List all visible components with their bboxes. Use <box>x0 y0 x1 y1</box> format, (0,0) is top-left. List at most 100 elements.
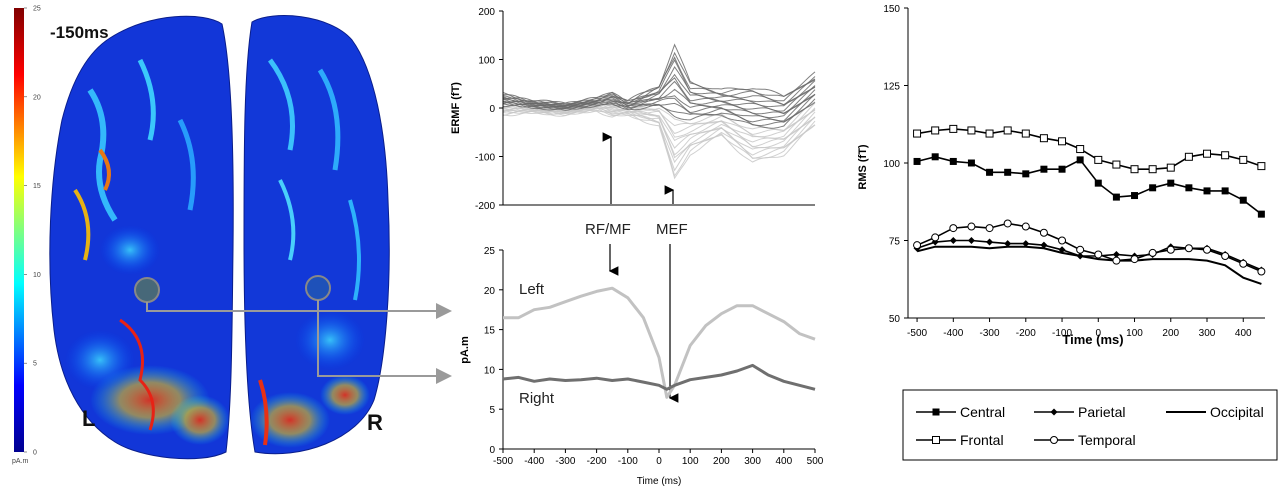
colorbar-tick-label: 15 <box>33 183 41 190</box>
rms-point-frontal <box>1203 149 1212 158</box>
rms-point-temporal <box>1076 245 1085 254</box>
colorbar-tick-label: 25 <box>33 6 41 13</box>
rms-point-frontal <box>985 129 994 138</box>
rms-point-frontal <box>1239 155 1248 164</box>
src-x-tick-label: -100 <box>618 456 638 467</box>
rms-y-tick-label: 100 <box>883 159 900 170</box>
rms-point-frontal <box>1094 155 1103 164</box>
src-x-tick-label: 200 <box>713 456 730 467</box>
rms-point-frontal <box>931 126 940 135</box>
rms-point-parietal <box>949 237 957 244</box>
colorbar-unit: pA.m <box>12 458 29 465</box>
legend-label-frontal: Frontal <box>960 432 1004 448</box>
rms-ticks: 150 125 100 75 50 -500 -400 -300 -200 -100 0 100 200… <box>883 4 1252 339</box>
rms-point-central <box>1131 192 1139 200</box>
rms-point-temporal <box>1058 236 1067 245</box>
rms-legend: Central Parietal Occipital Frontal Temporal <box>902 389 1278 461</box>
src-y-tick-label: 15 <box>484 326 496 337</box>
ermf-trace <box>502 110 816 177</box>
rms-point-central <box>1094 179 1102 187</box>
roi-left-connector <box>146 302 452 319</box>
ermf-y-tick-label: -200 <box>475 201 495 212</box>
rms-x-tick-label: -400 <box>943 328 963 339</box>
rms-point-parietal <box>1112 250 1120 258</box>
colorbar-tick-label: 5 <box>33 361 37 368</box>
legend-marker-central <box>932 408 940 416</box>
rms-point-frontal <box>1184 152 1193 161</box>
colorbar-tick-label: 10 <box>33 272 41 279</box>
legend-label-central: Central <box>960 404 1005 420</box>
rms-point-parietal <box>1040 241 1048 249</box>
time-label: -150ms <box>50 23 109 42</box>
colorbar-ticks: 25 20 15 10 5 0 <box>24 6 41 457</box>
src-x-tick-label: -300 <box>555 456 575 467</box>
rms-point-temporal <box>1203 245 1212 254</box>
legend-marker-temporal <box>1050 436 1058 444</box>
rms-point-central <box>1022 170 1030 178</box>
roi-left <box>134 277 160 303</box>
rms-point-temporal <box>949 224 958 233</box>
legend-label-temporal: Temporal <box>1078 432 1136 448</box>
hemisphere-left-label: L <box>82 406 95 431</box>
ermf-y-tick-label: -100 <box>475 153 495 164</box>
brain-map-panel: 25 20 15 10 5 0 pA.m <box>12 6 452 465</box>
rms-point-frontal <box>1130 165 1139 174</box>
rms-point-central <box>1167 179 1175 187</box>
ermf-y-tick-label: 100 <box>478 56 495 67</box>
rms-point-frontal <box>1076 145 1085 154</box>
rms-point-central <box>986 168 994 176</box>
rms-point-temporal <box>967 222 976 231</box>
src-x-tick-label: 0 <box>656 456 662 467</box>
src-x-label: Time (ms) <box>637 476 682 487</box>
rms-point-parietal <box>986 238 994 246</box>
rms-line-occipital <box>916 245 1262 285</box>
rms-point-frontal <box>1003 126 1012 135</box>
ermf-trace <box>502 59 816 108</box>
colorbar <box>14 8 24 452</box>
rms-point-temporal <box>1166 245 1175 254</box>
rms-x-tick-label: 300 <box>1199 328 1216 339</box>
src-y-tick-label: 10 <box>484 365 496 376</box>
activity-texture <box>65 58 370 448</box>
legend-label-parietal: Parietal <box>1078 404 1125 420</box>
rms-point-temporal <box>1039 228 1048 237</box>
rms-point-temporal <box>1130 255 1139 264</box>
roi-right-connector <box>317 300 452 384</box>
ermf-trace <box>502 66 816 108</box>
src-y-tick-label: 25 <box>484 246 496 257</box>
ermf-trace <box>502 43 816 106</box>
rms-point-frontal <box>1148 165 1157 174</box>
legend-box <box>902 389 1278 461</box>
series-label-left: Left <box>519 281 545 298</box>
ermf-traces <box>502 43 816 180</box>
src-y-tick-label: 20 <box>484 286 496 297</box>
rms-point-central <box>967 159 975 167</box>
src-y-tick-label: 0 <box>489 445 495 456</box>
rms-point-central <box>1257 210 1265 218</box>
roi-right <box>305 275 331 301</box>
rms-x-tick-label: -300 <box>980 328 1000 339</box>
rms-point-temporal <box>1148 248 1157 257</box>
legend-label-occipital: Occipital <box>1210 404 1264 420</box>
rms-point-frontal <box>1039 134 1048 143</box>
legend-marker-parietal <box>1050 408 1058 416</box>
rms-x-tick-label: 100 <box>1126 328 1143 339</box>
rms-point-central <box>1058 165 1066 173</box>
rms-point-parietal <box>967 237 975 244</box>
rms-x-tick-label: -500 <box>907 328 927 339</box>
mef-label: MEF <box>656 221 688 238</box>
rms-point-central <box>1004 168 1012 176</box>
src-x-tick-label: -500 <box>493 456 513 467</box>
ermf-y-tick-label: 0 <box>489 104 495 115</box>
ermf-trace <box>502 102 816 136</box>
rms-x-tick-label: -200 <box>1016 328 1036 339</box>
ermf-trace <box>502 73 816 108</box>
rms-x-tick-label: 200 <box>1162 328 1179 339</box>
rms-y-tick-label: 50 <box>889 314 901 325</box>
src-series-left <box>503 286 816 399</box>
src-series-right <box>502 363 816 391</box>
rms-x-tick-label: 400 <box>1235 328 1252 339</box>
rms-point-temporal <box>985 224 994 233</box>
